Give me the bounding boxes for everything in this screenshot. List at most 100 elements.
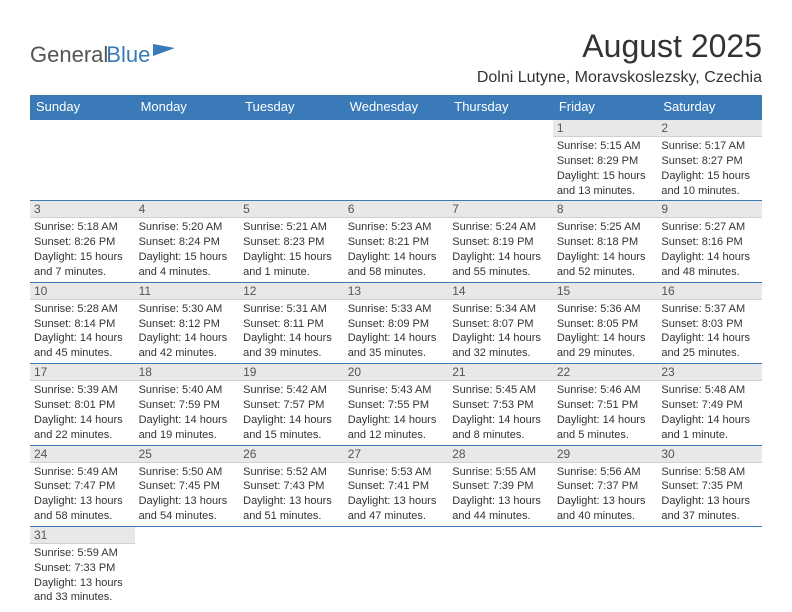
dow-header: Thursday [448,95,553,119]
day-content: Sunrise: 5:40 AMSunset: 7:59 PMDaylight:… [135,381,240,444]
sunrise-line: Sunrise: 5:21 AM [243,220,340,235]
day-number: 30 [657,446,762,463]
sunrise-line: Sunrise: 5:59 AM [34,546,131,561]
day-number: 24 [30,446,135,463]
sunset-line: Sunset: 8:23 PM [243,235,340,250]
calendar-cell: 2Sunrise: 5:17 AMSunset: 8:27 PMDaylight… [657,119,762,201]
day-content: Sunrise: 5:37 AMSunset: 8:03 PMDaylight:… [657,300,762,363]
daylight-line: Daylight: 14 hours and 22 minutes. [34,413,131,443]
day-number: 7 [448,201,553,218]
daylight-line: Daylight: 13 hours and 54 minutes. [139,494,236,524]
sunset-line: Sunset: 7:43 PM [243,479,340,494]
calendar-cell: 1Sunrise: 5:15 AMSunset: 8:29 PMDaylight… [553,119,658,201]
sunrise-line: Sunrise: 5:24 AM [452,220,549,235]
day-number: 20 [344,364,449,381]
sunrise-line: Sunrise: 5:56 AM [557,465,654,480]
day-content: Sunrise: 5:42 AMSunset: 7:57 PMDaylight:… [239,381,344,444]
sunrise-line: Sunrise: 5:43 AM [348,383,445,398]
sunrise-line: Sunrise: 5:45 AM [452,383,549,398]
sunset-line: Sunset: 8:09 PM [348,317,445,332]
day-number: 11 [135,283,240,300]
page-title: August 2025 [477,28,762,65]
calendar-cell-empty [448,526,553,607]
calendar-cell: 26Sunrise: 5:52 AMSunset: 7:43 PMDayligh… [239,445,344,526]
calendar-cell: 5Sunrise: 5:21 AMSunset: 8:23 PMDaylight… [239,201,344,282]
day-number: 9 [657,201,762,218]
sunset-line: Sunset: 7:33 PM [34,561,131,576]
calendar-cell: 20Sunrise: 5:43 AMSunset: 7:55 PMDayligh… [344,364,449,445]
daylight-line: Daylight: 14 hours and 42 minutes. [139,331,236,361]
sunrise-line: Sunrise: 5:42 AM [243,383,340,398]
sunset-line: Sunset: 7:47 PM [34,479,131,494]
day-number: 17 [30,364,135,381]
day-content: Sunrise: 5:17 AMSunset: 8:27 PMDaylight:… [657,137,762,200]
day-number: 25 [135,446,240,463]
day-content: Sunrise: 5:21 AMSunset: 8:23 PMDaylight:… [239,218,344,281]
calendar-row: 24Sunrise: 5:49 AMSunset: 7:47 PMDayligh… [30,445,762,526]
daylight-line: Daylight: 13 hours and 47 minutes. [348,494,445,524]
sunset-line: Sunset: 8:29 PM [557,154,654,169]
daylight-line: Daylight: 14 hours and 39 minutes. [243,331,340,361]
daylight-line: Daylight: 15 hours and 7 minutes. [34,250,131,280]
daylight-line: Daylight: 14 hours and 29 minutes. [557,331,654,361]
sunset-line: Sunset: 8:24 PM [139,235,236,250]
logo-text-general: General [30,42,108,68]
sunrise-line: Sunrise: 5:52 AM [243,465,340,480]
calendar-cell: 9Sunrise: 5:27 AMSunset: 8:16 PMDaylight… [657,201,762,282]
calendar-cell-empty [30,119,135,201]
sunrise-line: Sunrise: 5:36 AM [557,302,654,317]
day-number: 13 [344,283,449,300]
day-content: Sunrise: 5:31 AMSunset: 8:11 PMDaylight:… [239,300,344,363]
day-number: 27 [344,446,449,463]
daylight-line: Daylight: 15 hours and 1 minute. [243,250,340,280]
sunset-line: Sunset: 7:49 PM [661,398,758,413]
day-content: Sunrise: 5:15 AMSunset: 8:29 PMDaylight:… [553,137,658,200]
calendar-cell: 8Sunrise: 5:25 AMSunset: 8:18 PMDaylight… [553,201,658,282]
day-content: Sunrise: 5:48 AMSunset: 7:49 PMDaylight:… [657,381,762,444]
dow-header: Tuesday [239,95,344,119]
calendar-cell: 24Sunrise: 5:49 AMSunset: 7:47 PMDayligh… [30,445,135,526]
calendar-cell: 22Sunrise: 5:46 AMSunset: 7:51 PMDayligh… [553,364,658,445]
calendar-cell-empty [344,526,449,607]
daylight-line: Daylight: 14 hours and 25 minutes. [661,331,758,361]
day-content: Sunrise: 5:50 AMSunset: 7:45 PMDaylight:… [135,463,240,526]
calendar-cell: 27Sunrise: 5:53 AMSunset: 7:41 PMDayligh… [344,445,449,526]
sunset-line: Sunset: 8:19 PM [452,235,549,250]
calendar-cell-empty [553,526,658,607]
calendar-cell-empty [239,119,344,201]
daylight-line: Daylight: 14 hours and 1 minute. [661,413,758,443]
daylight-line: Daylight: 13 hours and 40 minutes. [557,494,654,524]
sunrise-line: Sunrise: 5:23 AM [348,220,445,235]
day-content: Sunrise: 5:33 AMSunset: 8:09 PMDaylight:… [344,300,449,363]
calendar-cell: 19Sunrise: 5:42 AMSunset: 7:57 PMDayligh… [239,364,344,445]
sunset-line: Sunset: 8:14 PM [34,317,131,332]
sunrise-line: Sunrise: 5:30 AM [139,302,236,317]
calendar-cell-empty [135,526,240,607]
calendar-cell: 6Sunrise: 5:23 AMSunset: 8:21 PMDaylight… [344,201,449,282]
day-number: 5 [239,201,344,218]
daylight-line: Daylight: 15 hours and 10 minutes. [661,169,758,199]
sunset-line: Sunset: 7:41 PM [348,479,445,494]
daylight-line: Daylight: 14 hours and 19 minutes. [139,413,236,443]
calendar-cell-empty [135,119,240,201]
daylight-line: Daylight: 14 hours and 12 minutes. [348,413,445,443]
daylight-line: Daylight: 14 hours and 45 minutes. [34,331,131,361]
day-number: 16 [657,283,762,300]
daylight-line: Daylight: 13 hours and 33 minutes. [34,576,131,606]
daylight-line: Daylight: 14 hours and 52 minutes. [557,250,654,280]
day-number: 10 [30,283,135,300]
daylight-line: Daylight: 14 hours and 35 minutes. [348,331,445,361]
calendar-cell: 13Sunrise: 5:33 AMSunset: 8:09 PMDayligh… [344,282,449,363]
logo: General Blue [30,28,175,70]
calendar-cell: 25Sunrise: 5:50 AMSunset: 7:45 PMDayligh… [135,445,240,526]
daylight-line: Daylight: 14 hours and 5 minutes. [557,413,654,443]
day-content: Sunrise: 5:46 AMSunset: 7:51 PMDaylight:… [553,381,658,444]
sunset-line: Sunset: 8:03 PM [661,317,758,332]
calendar-cell: 3Sunrise: 5:18 AMSunset: 8:26 PMDaylight… [30,201,135,282]
calendar-row: 17Sunrise: 5:39 AMSunset: 8:01 PMDayligh… [30,364,762,445]
day-number: 18 [135,364,240,381]
calendar-cell: 15Sunrise: 5:36 AMSunset: 8:05 PMDayligh… [553,282,658,363]
day-number: 2 [657,120,762,137]
logo-text-blue: Blue [106,42,150,68]
day-content: Sunrise: 5:52 AMSunset: 7:43 PMDaylight:… [239,463,344,526]
